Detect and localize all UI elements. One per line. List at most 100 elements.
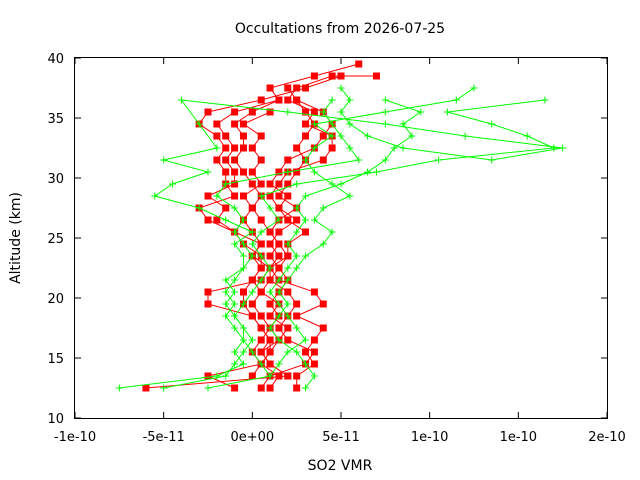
data-point	[275, 360, 283, 368]
data-point	[284, 372, 292, 380]
data-point	[231, 312, 239, 320]
data-point	[231, 276, 239, 284]
data-point	[319, 132, 327, 140]
data-point	[231, 204, 239, 212]
data-point	[293, 324, 301, 332]
data-point	[470, 84, 478, 92]
data-point	[222, 204, 230, 212]
data-point	[257, 348, 265, 356]
data-point	[488, 156, 496, 164]
data-point	[213, 132, 221, 140]
series-layer	[115, 60, 567, 392]
data-point	[302, 228, 310, 236]
data-point	[302, 384, 310, 392]
data-point	[239, 216, 247, 224]
data-point	[177, 96, 185, 104]
data-point	[284, 288, 292, 296]
x-tick-label: 2e-10	[588, 430, 626, 445]
data-point	[257, 288, 265, 296]
data-point	[417, 108, 425, 116]
data-point	[293, 180, 301, 188]
data-point	[337, 180, 345, 188]
data-point	[266, 324, 274, 332]
data-point	[195, 120, 203, 128]
data-point	[310, 72, 318, 80]
data-point	[550, 144, 558, 152]
data-point	[231, 240, 239, 248]
data-point	[204, 288, 212, 296]
data-point	[319, 240, 327, 248]
data-point	[239, 252, 247, 260]
data-point	[248, 372, 256, 380]
data-point	[284, 84, 292, 92]
data-point	[284, 168, 292, 176]
data-point	[204, 216, 212, 224]
data-point	[302, 132, 310, 140]
data-point	[231, 168, 239, 176]
y-tick-label: 35	[47, 112, 64, 127]
data-point	[248, 300, 256, 308]
data-point	[231, 324, 239, 332]
data-point	[239, 132, 247, 140]
y-tick-label: 10	[47, 412, 64, 427]
data-point	[222, 156, 230, 164]
data-point	[231, 348, 239, 356]
plot-border	[74, 57, 608, 419]
data-point	[222, 372, 230, 380]
data-point	[231, 156, 239, 164]
data-point	[222, 288, 230, 296]
data-point	[293, 372, 301, 380]
x-tick-label: 1e-10	[500, 430, 538, 445]
data-point	[248, 144, 256, 152]
data-point	[257, 324, 265, 332]
data-point	[204, 300, 212, 308]
data-point	[275, 168, 283, 176]
data-point	[284, 312, 292, 320]
data-point	[213, 216, 221, 224]
data-point	[302, 192, 310, 200]
data-point	[222, 144, 230, 152]
data-point	[231, 384, 239, 392]
x-tick-label: 1e-10	[411, 430, 449, 445]
data-point	[222, 216, 230, 224]
data-point	[248, 180, 256, 188]
data-point	[293, 348, 301, 356]
data-point	[275, 240, 283, 248]
data-point	[257, 132, 265, 140]
data-point	[169, 180, 177, 188]
data-point	[319, 156, 327, 164]
data-point	[284, 156, 292, 164]
profile-line	[269, 87, 475, 389]
data-point	[310, 348, 318, 356]
data-point	[266, 84, 274, 92]
data-point	[337, 72, 345, 80]
data-point	[239, 300, 247, 308]
data-point	[266, 180, 274, 188]
data-point	[257, 276, 265, 284]
data-point	[284, 336, 292, 344]
data-point	[328, 120, 336, 128]
data-point	[239, 120, 247, 128]
data-point	[160, 156, 168, 164]
data-point	[523, 132, 531, 140]
data-point	[310, 288, 318, 296]
data-point	[461, 132, 469, 140]
data-point	[372, 168, 380, 176]
data-point	[239, 264, 247, 272]
data-point	[248, 168, 256, 176]
data-point	[310, 108, 318, 116]
data-point	[488, 120, 496, 128]
data-point	[257, 384, 265, 392]
data-point	[346, 144, 354, 152]
data-point	[239, 144, 247, 152]
data-point	[302, 84, 310, 92]
data-point	[293, 204, 301, 212]
data-point	[559, 144, 567, 152]
data-point	[257, 180, 265, 188]
data-point	[239, 348, 247, 356]
data-point	[346, 120, 354, 128]
data-point	[231, 300, 239, 308]
data-point	[328, 132, 336, 140]
data-point	[239, 324, 247, 332]
